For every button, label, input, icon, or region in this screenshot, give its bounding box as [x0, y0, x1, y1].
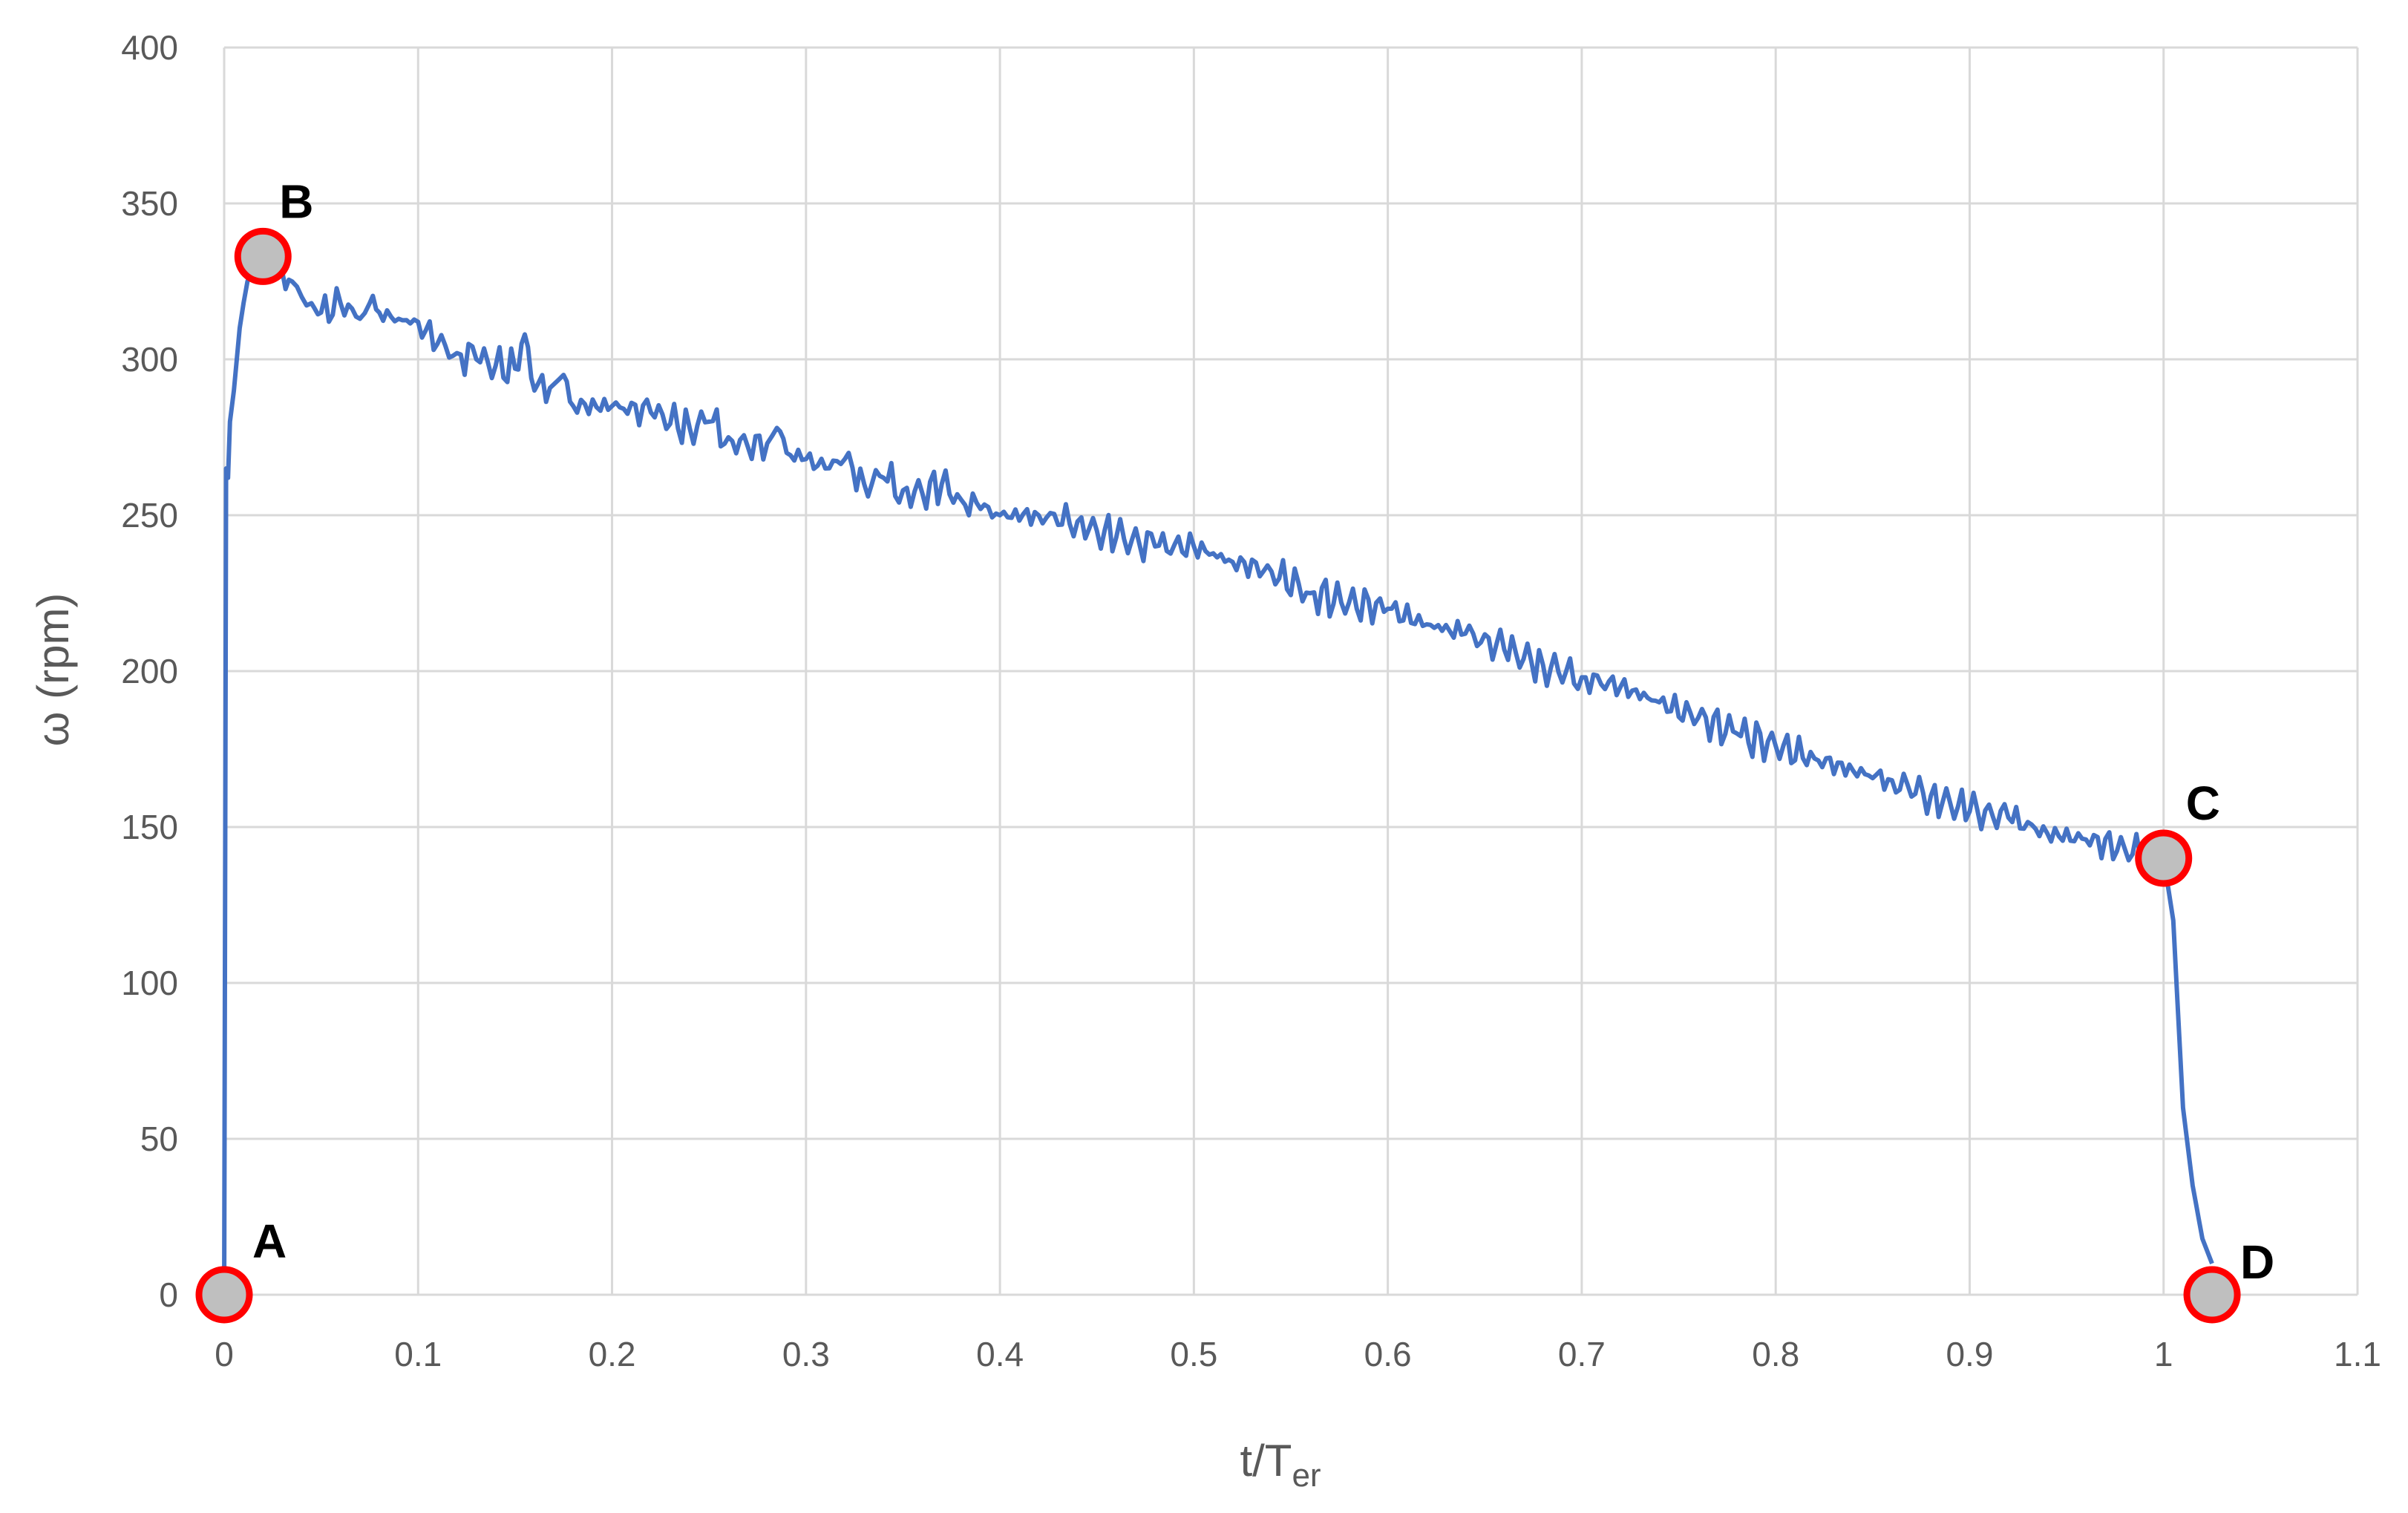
y-tick-labels: 0 50 100 150 200 250 300 350 400 — [121, 28, 178, 1314]
point-marker-d — [2183, 1266, 2241, 1324]
point-marker-a — [195, 1266, 253, 1324]
point-label-a: A — [252, 1215, 287, 1268]
y-tick-label: 150 — [121, 808, 178, 846]
point-label-b: B — [279, 174, 313, 228]
x-tick-label: 1.1 — [2334, 1335, 2381, 1373]
y-tick-label: 100 — [121, 964, 178, 1002]
y-tick-label: 250 — [121, 496, 178, 535]
x-tick-label: 0.8 — [1752, 1335, 1799, 1373]
y-tick-label: 0 — [159, 1275, 178, 1314]
y-tick-label: 300 — [121, 340, 178, 379]
x-axis-title-main: t/T — [1240, 1436, 1292, 1486]
y-tick-label: 350 — [121, 184, 178, 223]
x-tick-labels: 0 0.1 0.2 0.3 0.4 0.5 0.6 0.7 0.8 0.9 1 1.1 — [215, 1335, 2381, 1373]
x-tick-label: 0.5 — [1170, 1335, 1217, 1373]
y-tick-label: 400 — [121, 28, 178, 67]
point-label-d: D — [2240, 1235, 2274, 1289]
y-tick-label: 200 — [121, 652, 178, 690]
y-axis-title: ω (rpm) — [28, 593, 78, 747]
y-tick-label: 50 — [140, 1120, 178, 1158]
x-axis-title-subscript: er — [1292, 1457, 1321, 1494]
x-tick-label: 0.3 — [782, 1335, 830, 1373]
x-tick-label: 1 — [2154, 1335, 2173, 1373]
x-tick-label: 0.9 — [1946, 1335, 1993, 1373]
series-line — [222, 250, 2214, 1295]
series-layer — [222, 250, 2214, 1295]
point-marker-b — [234, 227, 292, 285]
point-label-c: C — [2186, 777, 2220, 830]
point-marker-c — [2135, 829, 2193, 887]
gridlines — [223, 46, 2359, 1296]
x-tick-label: 0.2 — [589, 1335, 636, 1373]
x-tick-label: 0.4 — [976, 1335, 1024, 1373]
annotation-markers: A B C D — [195, 174, 2274, 1324]
x-tick-label: 0.1 — [394, 1335, 442, 1373]
x-tick-label: 0.6 — [1364, 1335, 1412, 1373]
x-tick-label: 0.7 — [1558, 1335, 1606, 1373]
x-tick-label: 0 — [215, 1335, 234, 1373]
x-axis-title: t/Ter — [1240, 1436, 1321, 1494]
